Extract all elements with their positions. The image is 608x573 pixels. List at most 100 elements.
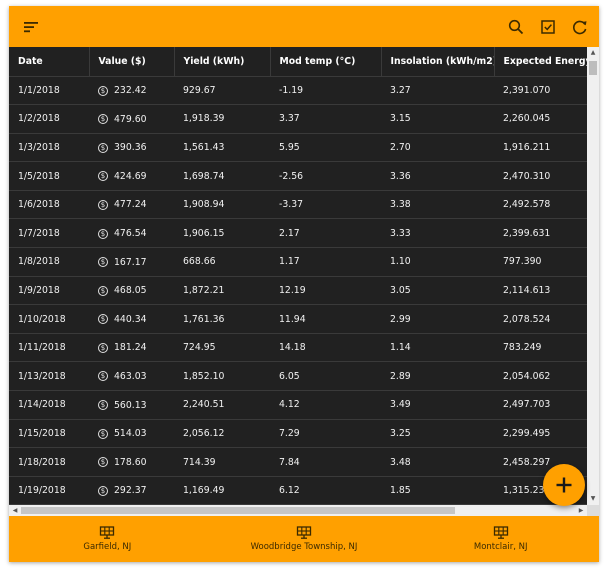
table-cell: 2.17 bbox=[270, 218, 381, 249]
scroll-up-arrow-icon[interactable]: ▲ bbox=[590, 49, 596, 56]
table-cell: 2,492.578 bbox=[494, 190, 587, 220]
money-value: $477.24 bbox=[98, 199, 147, 210]
table-cell: 5.95 bbox=[270, 133, 381, 163]
table-cell: 1,698.74 bbox=[174, 161, 270, 191]
value-cell: $440.34 bbox=[89, 304, 174, 334]
table-row[interactable]: 1/8/2018 $167.17 668.66 1.17 1.10 797.390 bbox=[9, 247, 587, 277]
scroll-right-arrow-icon[interactable]: ▶ bbox=[578, 507, 584, 514]
table-cell: -3.37 bbox=[270, 190, 381, 220]
scroll-down-arrow-icon[interactable]: ▼ bbox=[590, 495, 596, 502]
table-cell: 1,561.43 bbox=[174, 133, 270, 163]
dollar-coin-icon: $ bbox=[98, 400, 108, 411]
table-cell: 1/11/2018 bbox=[9, 333, 89, 363]
column-header[interactable]: Expected Energy bbox=[494, 47, 587, 77]
table-row[interactable]: 1/19/2018 $292.37 1,169.49 6.12 1.85 1,315.23… bbox=[9, 476, 587, 505]
select-button[interactable] bbox=[532, 6, 564, 47]
data-table-container: Date Value ($) Yield (kWh) Mod temp (°C)… bbox=[9, 47, 587, 505]
table-row[interactable]: 1/14/2018 $560.13 2,240.51 4.12 3.49 2,497.70… bbox=[9, 390, 587, 420]
dollar-coin-icon: $ bbox=[98, 485, 108, 496]
table-cell: 2,240.51 bbox=[174, 390, 270, 420]
table-row[interactable]: 1/7/2018 $476.54 1,906.15 2.17 3.33 2,399.631 bbox=[9, 218, 587, 249]
table-cell: 1/6/2018 bbox=[9, 190, 89, 220]
value-cell: $560.13 bbox=[89, 390, 174, 420]
table-cell: 1/9/2018 bbox=[9, 276, 89, 306]
table-cell: 1,916.211 bbox=[494, 133, 587, 163]
bottom-nav-item[interactable]: Garfield, NJ bbox=[9, 516, 206, 562]
table-cell: 3.38 bbox=[381, 190, 494, 220]
column-header[interactable]: Yield (kWh) bbox=[174, 47, 271, 77]
table-cell: 1/19/2018 bbox=[9, 476, 89, 505]
table-cell: 724.95 bbox=[174, 333, 270, 363]
horizontal-scroll-thumb[interactable] bbox=[21, 507, 455, 514]
dollar-coin-icon: $ bbox=[98, 257, 108, 268]
table-cell: 7.29 bbox=[270, 419, 381, 449]
table-cell: 1,918.39 bbox=[174, 104, 270, 134]
money-value: $440.34 bbox=[98, 314, 147, 325]
table-row[interactable]: 1/11/2018 $181.24 724.95 14.18 1.14 783.249 bbox=[9, 333, 587, 363]
table-row[interactable]: 1/13/2018 $463.03 1,852.10 6.05 2.89 2,054.06… bbox=[9, 361, 587, 392]
table-cell: 1/13/2018 bbox=[9, 361, 89, 392]
table-cell: 2,399.631 bbox=[494, 218, 587, 249]
column-header[interactable]: Insolation (kWh/m2) bbox=[381, 47, 495, 77]
money-value: $468.05 bbox=[98, 285, 147, 296]
table-row[interactable]: 1/18/2018 $178.60 714.39 7.84 3.48 2,458.297 bbox=[9, 447, 587, 477]
table-row[interactable]: 1/9/2018 $468.05 1,872.21 12.19 3.05 2,114.61… bbox=[9, 276, 587, 306]
refresh-button[interactable] bbox=[564, 6, 596, 47]
column-header[interactable]: Date bbox=[9, 47, 90, 77]
table-cell: 2,470.310 bbox=[494, 161, 587, 191]
scroll-left-arrow-icon[interactable]: ◀ bbox=[12, 507, 18, 514]
table-cell: 2,114.613 bbox=[494, 276, 587, 306]
value-cell: $232.42 bbox=[89, 76, 174, 106]
bottom-nav-item[interactable]: Woodbridge Township, NJ bbox=[206, 516, 403, 562]
table-cell: 1/18/2018 bbox=[9, 447, 89, 477]
table-cell: 1.85 bbox=[381, 476, 494, 505]
value-text: 390.36 bbox=[114, 142, 147, 154]
value-text: 476.54 bbox=[114, 228, 147, 240]
filter-menu-button[interactable] bbox=[15, 6, 47, 47]
table-cell: 1/5/2018 bbox=[9, 161, 89, 191]
column-header[interactable]: Value ($) bbox=[89, 47, 175, 77]
vertical-scrollbar[interactable]: ▲ ▼ bbox=[587, 47, 599, 505]
bottom-nav-label: Montclair, NJ bbox=[473, 542, 528, 552]
value-cell: $476.54 bbox=[89, 218, 174, 249]
dollar-coin-icon: $ bbox=[98, 171, 108, 182]
value-text: 232.42 bbox=[114, 85, 147, 97]
value-cell: $181.24 bbox=[89, 333, 174, 363]
money-value: $232.42 bbox=[98, 85, 147, 96]
table-row[interactable]: 1/6/2018 $477.24 1,908.94 -3.37 3.38 2,492.57… bbox=[9, 190, 587, 220]
dollar-coin-icon: $ bbox=[98, 371, 108, 382]
value-text: 560.13 bbox=[114, 399, 147, 411]
table-cell: 4.12 bbox=[270, 390, 381, 420]
solar-panel-icon bbox=[296, 526, 312, 539]
plus-icon bbox=[556, 477, 572, 493]
money-value: $479.60 bbox=[98, 114, 147, 125]
search-button[interactable] bbox=[500, 6, 532, 47]
table-cell: 1/10/2018 bbox=[9, 304, 89, 334]
horizontal-scrollbar[interactable]: ◀ ▶ bbox=[9, 505, 587, 516]
table-cell: 3.33 bbox=[381, 218, 494, 249]
solar-panel-icon bbox=[493, 526, 508, 539]
table-cell: 1/15/2018 bbox=[9, 419, 89, 449]
dollar-coin-icon: $ bbox=[98, 285, 108, 296]
column-header[interactable]: Mod temp (°C) bbox=[270, 47, 382, 77]
table-row[interactable]: 1/1/2018 $232.42 929.67 -1.19 3.27 2,391.070 bbox=[9, 76, 587, 106]
table-row[interactable]: 1/5/2018 $424.69 1,698.74 -2.56 3.36 2,470.31… bbox=[9, 161, 587, 191]
table-cell: 1,872.21 bbox=[174, 276, 270, 306]
table-row[interactable]: 1/15/2018 $514.03 2,056.12 7.29 3.25 2,299.49… bbox=[9, 419, 587, 449]
vertical-scroll-thumb[interactable] bbox=[589, 61, 597, 75]
table-row[interactable]: 1/2/2018 $479.60 1,918.39 3.37 3.15 2,260.045 bbox=[9, 104, 587, 134]
table-cell: 1.17 bbox=[270, 247, 381, 277]
add-fab-button[interactable] bbox=[543, 464, 585, 506]
value-cell: $390.36 bbox=[89, 133, 174, 163]
table-cell: -2.56 bbox=[270, 161, 381, 191]
bottom-nav-item[interactable]: Montclair, NJ bbox=[402, 516, 599, 562]
table-cell: 3.48 bbox=[381, 447, 494, 477]
table-row[interactable]: 1/10/2018 $440.34 1,761.36 11.94 2.99 2,078.5… bbox=[9, 304, 587, 334]
table-cell: 3.37 bbox=[270, 104, 381, 134]
value-text: 477.24 bbox=[114, 199, 147, 211]
table-row[interactable]: 1/3/2018 $390.36 1,561.43 5.95 2.70 1,916.211 bbox=[9, 133, 587, 163]
dollar-coin-icon: $ bbox=[98, 85, 108, 96]
table-cell: 7.84 bbox=[270, 447, 381, 477]
table-cell: 1,852.10 bbox=[174, 361, 270, 392]
table-cell: 11.94 bbox=[270, 304, 381, 334]
